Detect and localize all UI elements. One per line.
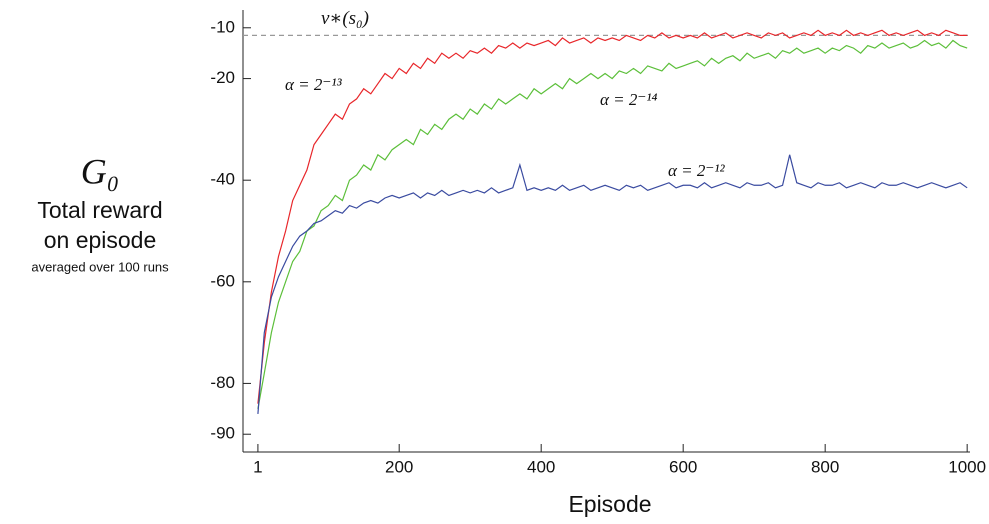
reference-label: v∗(s₀) xyxy=(321,8,369,29)
x-tick-label: 800 xyxy=(811,457,839,476)
x-tick-label: 1000 xyxy=(948,457,986,476)
y-tick-label: -80 xyxy=(210,373,235,392)
series-label: α = 2⁻¹⁴ xyxy=(600,90,657,109)
x-tick-label: 1 xyxy=(253,457,262,476)
y-tick-label: -40 xyxy=(210,170,235,189)
x-tick-label: 400 xyxy=(527,457,555,476)
series-line xyxy=(257,39,968,409)
y-label: Total reward xyxy=(37,197,162,223)
y-tick-label: -60 xyxy=(210,271,235,290)
x-tick-label: 200 xyxy=(385,457,413,476)
series-line xyxy=(257,154,968,414)
y-tick-label: -20 xyxy=(210,68,235,87)
x-label: Episode xyxy=(568,491,651,517)
y-tick-label: -10 xyxy=(210,17,235,36)
series-label: α = 2⁻¹² xyxy=(668,161,725,180)
series-label: α = 2⁻¹³ xyxy=(285,75,342,94)
series-line xyxy=(257,29,968,404)
y-label-symbol: G₀ xyxy=(81,151,120,191)
y-label: averaged over 100 runs xyxy=(31,259,169,274)
x-tick-label: 600 xyxy=(669,457,697,476)
y-tick-label: -90 xyxy=(210,424,235,443)
y-label: on episode xyxy=(44,227,157,253)
